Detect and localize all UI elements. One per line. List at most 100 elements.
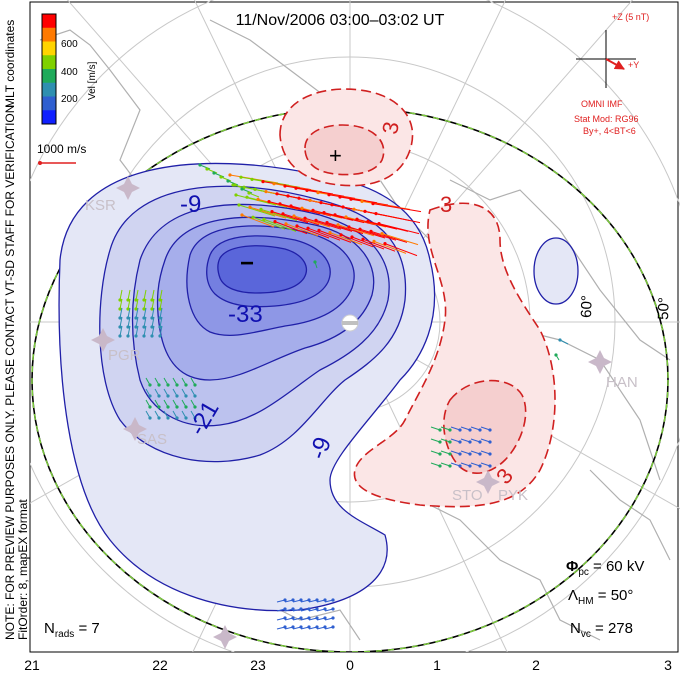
velocity-vector-origin bbox=[184, 394, 188, 398]
velocity-vector bbox=[351, 236, 385, 250]
velocity-vector-origin bbox=[331, 598, 335, 602]
velocity-vector bbox=[304, 217, 342, 230]
velocity-vector bbox=[318, 229, 352, 243]
velocity-vector-origin bbox=[333, 213, 337, 217]
velocity-vector-origin bbox=[361, 237, 365, 241]
velocity-vector-origin bbox=[175, 394, 179, 398]
velocity-vector-origin bbox=[316, 191, 320, 195]
positive-cell bbox=[279, 88, 556, 508]
velocity-vector-origin bbox=[233, 183, 237, 187]
velocity-vector-origin bbox=[259, 207, 263, 211]
velocity-vector bbox=[127, 289, 131, 301]
velocity-vector-origin bbox=[478, 440, 482, 444]
velocity-vector bbox=[159, 325, 163, 337]
velocity-vector-origin bbox=[240, 213, 244, 217]
velocity-vector-origin bbox=[371, 202, 375, 206]
velocity-vector-origin bbox=[327, 193, 331, 197]
velocity-vector-origin bbox=[438, 452, 442, 456]
station-marker-han bbox=[588, 350, 612, 374]
velocity-vector-origin bbox=[126, 325, 130, 329]
velocity-vector-origin bbox=[157, 394, 161, 398]
velocity-vector-origin bbox=[300, 206, 304, 210]
velocity-vector-origin bbox=[488, 428, 492, 432]
velocity-vector-origin bbox=[275, 192, 279, 196]
velocity-vector-origin bbox=[299, 607, 303, 611]
velocity-colorbar bbox=[41, 13, 57, 125]
velocity-vector-origin bbox=[554, 353, 558, 357]
velocity-vector-origin bbox=[330, 203, 334, 207]
velocity-vector-origin bbox=[142, 325, 146, 329]
reference-vector-dot bbox=[38, 161, 42, 165]
velocity-vector-origin bbox=[289, 204, 293, 208]
velocity-vector bbox=[135, 325, 139, 337]
colorbar-label: Vel [m/s] bbox=[87, 61, 98, 100]
velocity-vector-origin bbox=[448, 440, 452, 444]
velocity-vector-origin bbox=[291, 625, 295, 629]
velocity-vector-origin bbox=[150, 307, 154, 311]
velocity-vector-origin bbox=[372, 239, 376, 243]
velocity-vector bbox=[127, 316, 131, 328]
velocity-vector-origin bbox=[339, 233, 343, 237]
velocity-vector-origin bbox=[281, 212, 285, 216]
velocity-vector bbox=[359, 228, 397, 241]
velocity-vector-origin bbox=[126, 307, 130, 311]
negative-cell bbox=[58, 162, 579, 612]
mlt-label-22: 22 bbox=[152, 657, 168, 673]
velocity-vector bbox=[252, 216, 286, 230]
preview-note: NOTE: FOR PREVIEW PURPOSES ONLY. PLEASE … bbox=[3, 101, 17, 640]
velocity-vector-origin bbox=[458, 452, 462, 456]
velocity-vector-origin bbox=[166, 405, 170, 409]
velocity-vector bbox=[151, 316, 155, 328]
velocity-vector bbox=[301, 207, 343, 219]
velocity-vector-origin bbox=[284, 222, 288, 226]
velocity-vector bbox=[159, 298, 163, 310]
colorbar-segment bbox=[42, 96, 56, 111]
velocity-vector-origin bbox=[118, 325, 122, 329]
imf-dial: +Z (5 nT) +Y OMNI IMF Stat Mod: RG96 By+… bbox=[574, 12, 649, 136]
velocity-vector-origin bbox=[347, 225, 351, 229]
velocity-vector bbox=[135, 289, 139, 301]
colorbar-segment bbox=[42, 69, 56, 84]
velocity-vector-origin bbox=[468, 452, 472, 456]
velocity-vector-origin bbox=[299, 625, 303, 629]
velocity-vector-origin bbox=[283, 616, 287, 620]
velocity-vector bbox=[381, 233, 419, 246]
velocity-vector-origin bbox=[305, 188, 309, 192]
velocity-vector-origin bbox=[323, 625, 327, 629]
velocity-vector-origin bbox=[118, 298, 122, 302]
velocity-vector-origin bbox=[142, 298, 146, 302]
velocity-vector-origin bbox=[478, 452, 482, 456]
mlt-label-0: 0 bbox=[346, 657, 354, 673]
velocity-vector bbox=[372, 203, 422, 213]
velocity-vector-origin bbox=[328, 231, 332, 235]
potential-max-marker: + bbox=[329, 143, 342, 168]
velocity-vector-origin bbox=[245, 195, 249, 199]
velocity-vector-origin bbox=[331, 607, 335, 611]
velocity-vector bbox=[235, 194, 277, 206]
velocity-vector-origin bbox=[478, 464, 482, 468]
velocity-vector-origin bbox=[344, 215, 348, 219]
colorbar-segment bbox=[42, 82, 56, 97]
station-labels: KSR PGR SAS STO PYK HAN bbox=[85, 197, 638, 504]
velocity-vector bbox=[127, 325, 131, 337]
colorbar-segment bbox=[42, 110, 56, 125]
velocity-vector-origin bbox=[212, 171, 216, 175]
velocity-vector bbox=[345, 216, 387, 228]
velocity-vector-origin bbox=[558, 338, 562, 342]
velocity-vector-origin bbox=[166, 416, 170, 420]
velocity-vector bbox=[159, 307, 163, 319]
velocity-vector-origin bbox=[118, 316, 122, 320]
velocity-vector bbox=[370, 230, 408, 243]
velocity-vector-origin bbox=[148, 416, 152, 420]
velocity-vector-origin bbox=[458, 428, 462, 432]
velocity-vector bbox=[362, 238, 396, 252]
velocity-vector-origin bbox=[148, 405, 152, 409]
velocity-vector bbox=[159, 289, 163, 301]
velocity-vector-origin bbox=[323, 616, 327, 620]
velocity-vector-origin bbox=[175, 383, 179, 387]
velocity-vector-origin bbox=[377, 222, 381, 226]
velocity-vector-origin bbox=[158, 307, 162, 311]
velocity-vector bbox=[356, 218, 398, 230]
velocity-vector-origin bbox=[331, 625, 335, 629]
velocity-vector bbox=[143, 298, 147, 310]
